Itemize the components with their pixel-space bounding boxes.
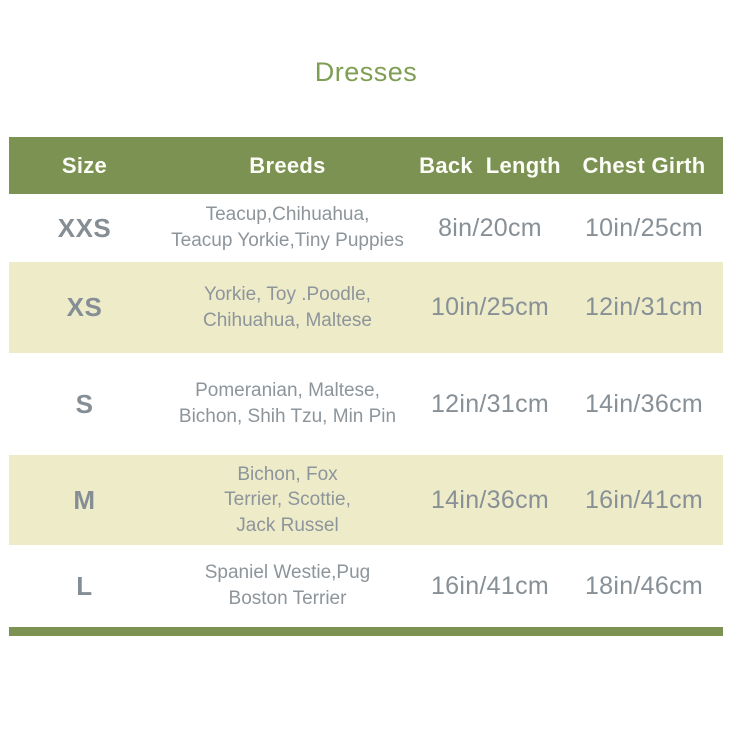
breeds-cell: Bichon, Fox Terrier, Scottie, Jack Russe… <box>224 463 351 536</box>
chest-girth-cell: 12in/31cm <box>584 293 704 321</box>
chest-girth-cell: 18in/46cm <box>584 571 704 600</box>
size-cell: XS <box>66 292 103 322</box>
chest-girth-cell: 10in/25cm <box>584 213 704 242</box>
back-length-cell: 10in/25cm <box>430 293 550 321</box>
back-length-cell: 12in/31cm <box>430 389 550 418</box>
breeds-cell: Teacup,Chihuahua, Teacup Yorkie,Tiny Pup… <box>171 204 404 251</box>
chest-girth-cell: 16in/41cm <box>584 485 704 514</box>
table-row: S Pomeranian, Maltese, Bichon, Shih Tzu,… <box>9 353 723 455</box>
breeds-cell: Spaniel Westie,Pug Boston Terrier <box>204 562 371 609</box>
table-bottom-border <box>9 627 723 636</box>
header-cell-breeds: Breeds <box>249 152 326 178</box>
table-row: XS Yorkie, Toy .Poodle, Chihuahua, Malte… <box>9 262 723 353</box>
back-length-cell: 8in/20cm <box>438 213 542 242</box>
chest-girth-cell: 14in/36cm <box>584 389 704 418</box>
breeds-cell: Yorkie, Toy .Poodle, Chihuahua, Maltese <box>203 283 372 331</box>
size-cell: S <box>75 388 94 419</box>
header-cell-back-length: Back Length <box>419 152 561 178</box>
table-header-row: Size Breeds Back Length Chest Girth <box>9 137 723 194</box>
table-row: XXS Teacup,Chihuahua, Teacup Yorkie,Tiny… <box>9 194 723 262</box>
chart-title: Dresses <box>314 57 418 87</box>
header-cell-size: Size <box>61 152 108 178</box>
breeds-cell: Pomeranian, Maltese, Bichon, Shih Tzu, M… <box>178 380 397 427</box>
size-cell: XXS <box>57 212 112 243</box>
back-length-cell: 16in/41cm <box>430 571 550 600</box>
size-cell: M <box>73 484 96 515</box>
table-row: M Bichon, Fox Terrier, Scottie, Jack Rus… <box>9 455 723 545</box>
table-row: L Spaniel Westie,Pug Boston Terrier 16in… <box>9 545 723 627</box>
size-cell: L <box>76 570 93 601</box>
size-chart-table: Size Breeds Back Length Chest Girth XXS … <box>9 137 723 636</box>
back-length-cell: 14in/36cm <box>430 485 550 514</box>
header-cell-chest-girth: Chest Girth <box>582 152 706 178</box>
